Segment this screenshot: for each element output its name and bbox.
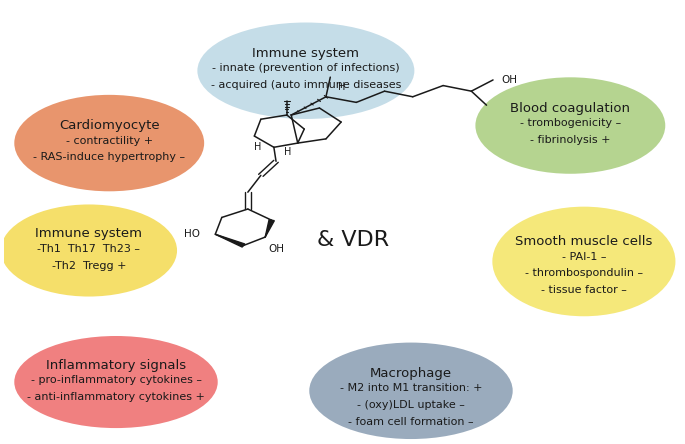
Text: - fibrinolysis +: - fibrinolysis + <box>530 135 610 145</box>
Text: - pro-inflammatory cytokines –: - pro-inflammatory cytokines – <box>31 376 201 385</box>
Ellipse shape <box>1 205 177 297</box>
Ellipse shape <box>197 23 414 119</box>
Text: H: H <box>254 142 262 152</box>
Text: - anti-inflammatory cytokines +: - anti-inflammatory cytokines + <box>27 392 205 402</box>
Polygon shape <box>265 220 274 237</box>
Text: OH: OH <box>269 244 284 254</box>
Ellipse shape <box>309 343 512 439</box>
Text: - foam cell formation –: - foam cell formation – <box>348 417 474 427</box>
Text: Immune system: Immune system <box>252 47 360 60</box>
Text: - tissue factor –: - tissue factor – <box>541 285 627 295</box>
Text: - thrombospondulin –: - thrombospondulin – <box>525 268 643 278</box>
Text: Cardiomyocyte: Cardiomyocyte <box>59 119 160 132</box>
Ellipse shape <box>14 95 204 191</box>
Text: OH: OH <box>501 75 517 85</box>
Text: -Th1  Th17  Th23 –: -Th1 Th17 Th23 – <box>38 244 140 254</box>
Text: - RAS-induce hypertrophy –: - RAS-induce hypertrophy – <box>33 152 185 163</box>
Text: Blood coagulation: Blood coagulation <box>510 102 630 115</box>
Text: H: H <box>338 83 345 92</box>
Text: H: H <box>284 147 291 157</box>
Text: - trombogenicity –: - trombogenicity – <box>520 118 621 128</box>
Text: - (oxy)LDL uptake –: - (oxy)LDL uptake – <box>357 400 465 410</box>
Text: -Th2  Tregg +: -Th2 Tregg + <box>51 261 126 270</box>
Text: - acquired (auto immune diseases: - acquired (auto immune diseases <box>211 80 401 90</box>
Ellipse shape <box>475 77 665 174</box>
Text: & VDR: & VDR <box>317 230 389 250</box>
Text: Immune system: Immune system <box>36 227 142 240</box>
Text: Macrophage: Macrophage <box>370 367 452 380</box>
Ellipse shape <box>493 206 675 316</box>
Text: Inflammatory signals: Inflammatory signals <box>46 359 186 372</box>
Text: - M2 into M1 transition: +: - M2 into M1 transition: + <box>340 384 482 393</box>
Ellipse shape <box>14 336 218 428</box>
Text: - contractility +: - contractility + <box>66 136 153 146</box>
Text: - innate (prevention of infections): - innate (prevention of infections) <box>212 63 399 73</box>
Text: HO: HO <box>184 229 201 239</box>
Text: - PAI-1 –: - PAI-1 – <box>562 252 606 262</box>
Text: Smooth muscle cells: Smooth muscle cells <box>515 235 653 248</box>
Polygon shape <box>215 234 245 247</box>
